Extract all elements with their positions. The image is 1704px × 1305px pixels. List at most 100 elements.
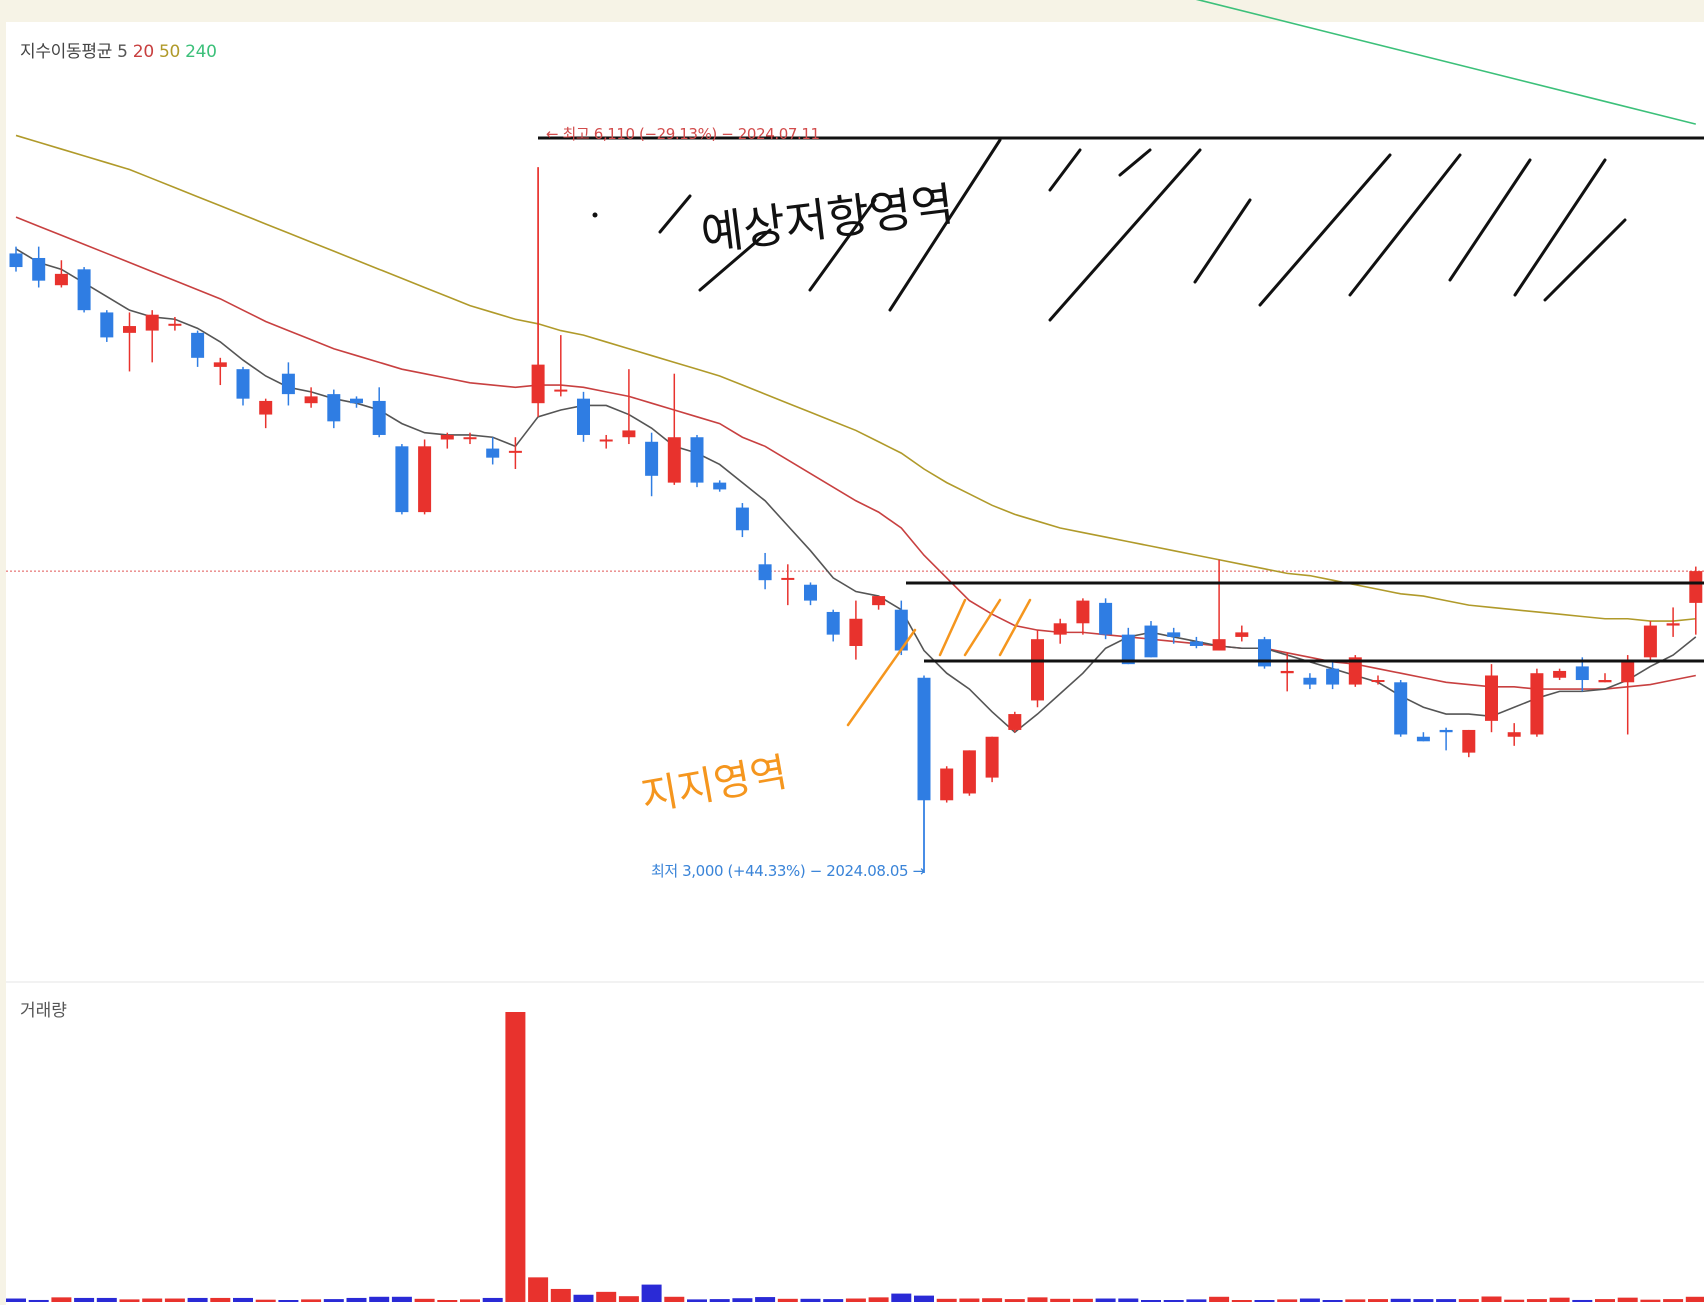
legend-ma5: 5 bbox=[117, 42, 128, 62]
candle-body bbox=[123, 326, 136, 333]
volume-bar bbox=[1254, 1300, 1275, 1302]
volume-bar bbox=[1322, 1300, 1343, 1302]
ma20-line bbox=[15, 216, 1696, 690]
candle-body bbox=[1144, 625, 1158, 658]
volume-bar bbox=[800, 1298, 821, 1302]
volume-bar bbox=[1436, 1299, 1457, 1302]
volume-bar bbox=[96, 1297, 117, 1302]
volume-bar bbox=[1095, 1298, 1116, 1302]
ma240-line bbox=[1195, 0, 1696, 125]
high-price-annotation: ← 최고 6,110 (−29.13%) − 2024.07.11 bbox=[546, 125, 820, 143]
candle-body bbox=[350, 398, 363, 404]
candle-body bbox=[1076, 600, 1090, 624]
volume-bar bbox=[550, 1288, 571, 1302]
volume-bar bbox=[346, 1297, 367, 1302]
candle-body bbox=[667, 437, 681, 483]
volume-bar bbox=[1595, 1299, 1615, 1302]
candle-body bbox=[940, 768, 954, 801]
volume-bar bbox=[369, 1296, 390, 1302]
annotation-dot bbox=[592, 212, 598, 218]
volume-bar bbox=[278, 1300, 299, 1302]
candle-body bbox=[962, 750, 976, 794]
candle-body bbox=[395, 446, 409, 513]
candle-body bbox=[236, 369, 250, 399]
volume-bar bbox=[437, 1300, 458, 1302]
candle-body bbox=[713, 482, 727, 490]
volume-bar bbox=[1413, 1299, 1434, 1302]
candle-body bbox=[1212, 639, 1226, 651]
ma5-line bbox=[15, 248, 1697, 734]
candle-body bbox=[985, 736, 999, 778]
resistance-hatch-stroke bbox=[1258, 153, 1392, 307]
candle-body bbox=[622, 430, 636, 438]
candle-body bbox=[804, 584, 817, 601]
volume-bar bbox=[1481, 1296, 1502, 1302]
volume-bar bbox=[1163, 1300, 1184, 1302]
resistance-hatch-stroke bbox=[1543, 218, 1627, 302]
resistance-hatch-stroke bbox=[698, 228, 772, 292]
candle-body bbox=[281, 373, 295, 395]
candle-body bbox=[599, 439, 613, 442]
candle-body bbox=[1553, 670, 1567, 678]
low-price-annotation: 최저 3,000 (+44.33%) − 2024.08.05 → bbox=[651, 862, 925, 880]
candle-body bbox=[463, 437, 477, 440]
chart-frame bbox=[6, 22, 1704, 1305]
candle-body bbox=[372, 400, 386, 435]
volume-bar bbox=[573, 1294, 594, 1302]
candle-body bbox=[440, 434, 454, 440]
volume-bar bbox=[755, 1297, 776, 1302]
candle-body bbox=[531, 364, 545, 404]
candle-body bbox=[1598, 680, 1612, 683]
candle-body bbox=[213, 362, 227, 367]
volume-bar bbox=[732, 1298, 753, 1302]
volume-bar bbox=[777, 1298, 798, 1302]
volume-bar bbox=[210, 1297, 231, 1302]
volume-bar bbox=[301, 1299, 322, 1302]
volume-bar bbox=[1617, 1297, 1638, 1302]
resistance-hatch-stroke bbox=[1048, 148, 1202, 322]
candle-body bbox=[1530, 673, 1544, 735]
resistance-hatch-stroke bbox=[1193, 198, 1252, 284]
support-hatch-stroke bbox=[998, 598, 1032, 657]
volume-bar bbox=[164, 1298, 185, 1302]
volume-bar bbox=[664, 1296, 685, 1302]
resistance-hatch-stroke bbox=[1513, 158, 1607, 297]
candle-body bbox=[191, 332, 205, 358]
candle-body bbox=[781, 577, 795, 580]
volume-bar bbox=[618, 1296, 639, 1302]
volume-bar bbox=[528, 1277, 549, 1302]
volume-bar bbox=[505, 1012, 526, 1302]
candle-body bbox=[1643, 625, 1657, 658]
volume-bar bbox=[1231, 1300, 1252, 1302]
volume-bar bbox=[323, 1299, 344, 1302]
candle-body bbox=[486, 448, 500, 458]
candle-body bbox=[1303, 677, 1317, 685]
volume-bar bbox=[28, 1299, 49, 1302]
resistance-hatch-stroke bbox=[808, 198, 877, 292]
ma50-line bbox=[15, 134, 1696, 622]
volume-bar bbox=[1504, 1299, 1525, 1302]
candle-body bbox=[1099, 602, 1113, 635]
legend-ma20: 20 bbox=[132, 42, 154, 62]
volume-bar bbox=[1299, 1298, 1320, 1302]
volume-bar bbox=[1277, 1299, 1298, 1302]
volume-bar bbox=[1390, 1298, 1411, 1302]
volume-bar bbox=[1458, 1299, 1479, 1302]
volume-bar bbox=[982, 1298, 1003, 1302]
volume-bar bbox=[868, 1297, 889, 1302]
candle-body bbox=[1621, 659, 1635, 683]
candle-body bbox=[145, 314, 159, 331]
volume-bar bbox=[1685, 1296, 1704, 1302]
volume-bar bbox=[1118, 1298, 1139, 1302]
legend-ma240: 240 bbox=[185, 42, 217, 62]
candle-body bbox=[554, 389, 568, 392]
volume-bar bbox=[641, 1284, 662, 1302]
support-hatch-stroke bbox=[938, 598, 967, 657]
volume-bar bbox=[1072, 1298, 1093, 1302]
candle-body bbox=[1416, 736, 1430, 742]
candle-body bbox=[1689, 571, 1703, 603]
volume-bar bbox=[1186, 1299, 1207, 1302]
legend-ma50: 50 bbox=[158, 42, 180, 62]
volume-bar bbox=[119, 1299, 140, 1302]
